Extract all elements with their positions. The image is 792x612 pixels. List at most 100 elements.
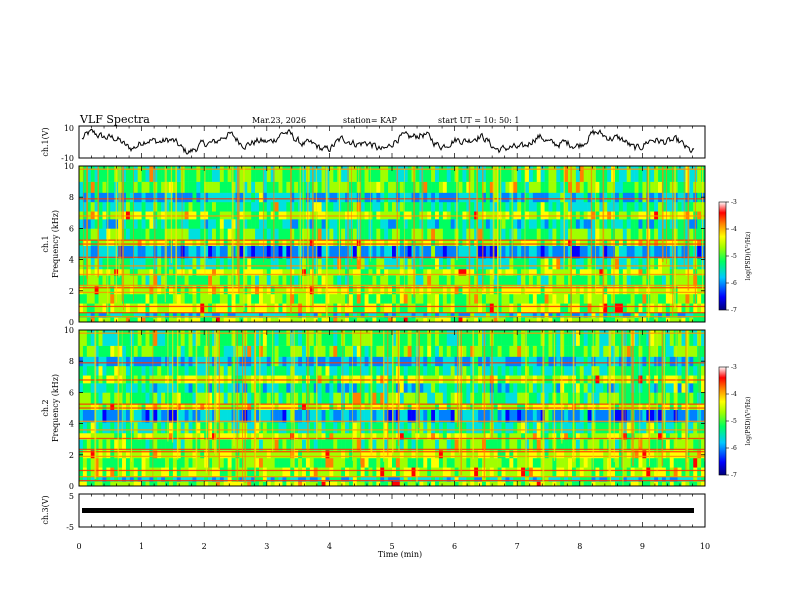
ch1-spectrogram-cell: [392, 275, 397, 287]
ch1-spectrogram-cell: [658, 181, 663, 193]
ch1-spectrogram-cell: [677, 245, 682, 259]
ch1-spectrogram-cell: [153, 166, 158, 182]
ch1-spectrogram-cell: [204, 317, 209, 322]
ch1-spectrogram-cell: [86, 258, 92, 270]
ch1-spectrogram-cell: [286, 317, 291, 322]
ch1-sferic: [351, 166, 352, 263]
ch1-spectrogram-cell: [669, 275, 674, 287]
ch1-spectrogram-cell: [219, 275, 225, 287]
ch1-spectrogram-cell: [556, 258, 561, 270]
ch2-spectrogram-cell: [208, 356, 213, 367]
ch2-spectrogram-cell: [536, 422, 541, 434]
ch1-spectrogram-cell: [251, 312, 256, 318]
ch1-spectrogram-cell: [501, 239, 506, 246]
ch2-spectrogram-cell: [122, 365, 127, 376]
ch1-spectrogram-cell: [86, 245, 92, 259]
ch2-spectrogram-cell: [435, 432, 440, 440]
ch1-spectrogram-cell: [442, 275, 448, 287]
ch1-spectrogram-cell: [333, 211, 338, 220]
ch1-spectrogram-cell: [395, 239, 401, 246]
ch1-spectrogram-cell: [564, 303, 569, 313]
ch2-spectrogram-cell: [548, 330, 553, 346]
ch1-spectrogram-cell: [395, 219, 401, 229]
ch2-spectrogram-cell: [517, 467, 522, 477]
ch1-spectrogram-cell: [607, 239, 612, 246]
ch1-spectrogram-cell: [446, 239, 451, 246]
ch1-spectrogram-cell: [219, 166, 225, 182]
ch2-spectrogram-cell: [82, 409, 88, 423]
ch2-spectrogram-cell: [337, 481, 342, 486]
ch2-spectrogram-cell: [102, 330, 107, 346]
ch1-spectrogram-cell: [110, 211, 115, 220]
ch1-spectrogram-cell: [380, 275, 385, 287]
ch2-spectrogram-cell: [86, 422, 92, 434]
ch1-spectrogram-cell: [571, 211, 577, 220]
ch1-spectrogram-cell: [591, 268, 596, 276]
ch1-spectrogram-cell: [98, 192, 103, 203]
ch2-spectrogram-cell: [294, 356, 299, 367]
ch1-spectrogram-cell: [571, 286, 577, 295]
ch2-spectrogram-cell: [407, 383, 412, 393]
ch2-spectrogram-cell: [521, 365, 526, 376]
ch1-spectrogram-cell: [266, 303, 272, 313]
ch1-spectrogram-cell: [302, 258, 307, 270]
ch1-spectrogram-cell: [294, 268, 299, 276]
ch2-spectrogram-cell: [321, 365, 326, 376]
ch2-spectrogram-cell: [536, 365, 541, 376]
ch1-spectrogram-cell: [161, 317, 166, 322]
ch2-spectrogram-cell: [98, 356, 103, 367]
ch2-spectrogram-cell: [356, 345, 361, 357]
ch1-spectrogram-cell: [290, 181, 295, 193]
ch1-spectrogram-cell: [474, 166, 479, 182]
ch2-spectrogram-cell: [149, 375, 154, 384]
ch1-spectrogram-cell: [153, 211, 158, 220]
ch1-spectrogram-cell: [638, 312, 643, 318]
ch1-spectrogram-cell: [106, 211, 111, 220]
ch2-spectrogram-cell: [145, 365, 150, 376]
ch2-spectrogram-cell: [94, 450, 99, 459]
ch2-spectrogram-cell: [352, 330, 358, 346]
ch1-spectrogram-cell: [341, 303, 346, 313]
ch2-spectrogram-cell: [208, 422, 213, 434]
ch2-spectrogram-cell: [329, 375, 334, 384]
ch1-spectrogram-cell: [133, 268, 138, 276]
ch1-spectrogram-cell: [302, 239, 307, 246]
ch1-sferic: [563, 166, 565, 270]
ch2-spectrogram-cell: [157, 457, 162, 468]
ch1-spectrogram-cell: [481, 219, 487, 229]
ch1-spectrogram-cell: [219, 293, 225, 304]
ch1-spectrogram-cell: [125, 312, 131, 318]
ch2-spectrogram-cell: [309, 439, 315, 451]
ch2-spectrogram-cell: [313, 450, 318, 459]
ch2-spectrogram-cell: [372, 439, 377, 451]
ch2-spectrogram-cell: [274, 422, 279, 434]
ch1-spectrogram-cell: [309, 312, 315, 318]
ch1-spectrogram-cell: [141, 239, 146, 246]
ch2-spectrogram-cell: [525, 403, 530, 410]
ch1-spectrogram-cell: [575, 317, 581, 322]
ch2-spectrogram-cell: [442, 450, 448, 459]
ch2-spectrogram-cell: [258, 422, 264, 434]
ch2-spectrogram-cell: [106, 365, 111, 376]
ch2-spectrogram-cell: [317, 467, 322, 477]
ch1-spectrogram-cell: [98, 166, 103, 182]
ch1-spectrogram-cell: [262, 317, 268, 322]
ch1-spectrogram-cell: [650, 166, 655, 182]
ch2-spectrogram-cell: [435, 403, 440, 410]
ch2-spectrogram-cell: [313, 439, 318, 451]
ch2-spectrogram-cell: [368, 476, 373, 482]
ch2-spectrogram-cell: [133, 403, 138, 410]
ch1-spectrogram-cell: [102, 239, 107, 246]
ch1-spectrogram-cell: [184, 192, 189, 203]
ch2-spectrogram-cell: [282, 330, 287, 346]
ch2-spectrogram-cell: [341, 432, 346, 440]
ch1-spectrogram-cell: [669, 258, 674, 270]
ch2-spectrogram-cell: [184, 457, 189, 468]
ch1-spectrogram-cell: [599, 268, 604, 276]
ch2-spectrogram-cell: [298, 345, 303, 357]
ch2-spectrogram-cell: [118, 409, 123, 423]
ch2-spectrogram-cell: [360, 403, 365, 410]
ch1-spectrogram-cell: [415, 245, 420, 259]
ch1-sferic: [263, 166, 265, 263]
ch1-spectrogram-cell: [399, 268, 405, 276]
